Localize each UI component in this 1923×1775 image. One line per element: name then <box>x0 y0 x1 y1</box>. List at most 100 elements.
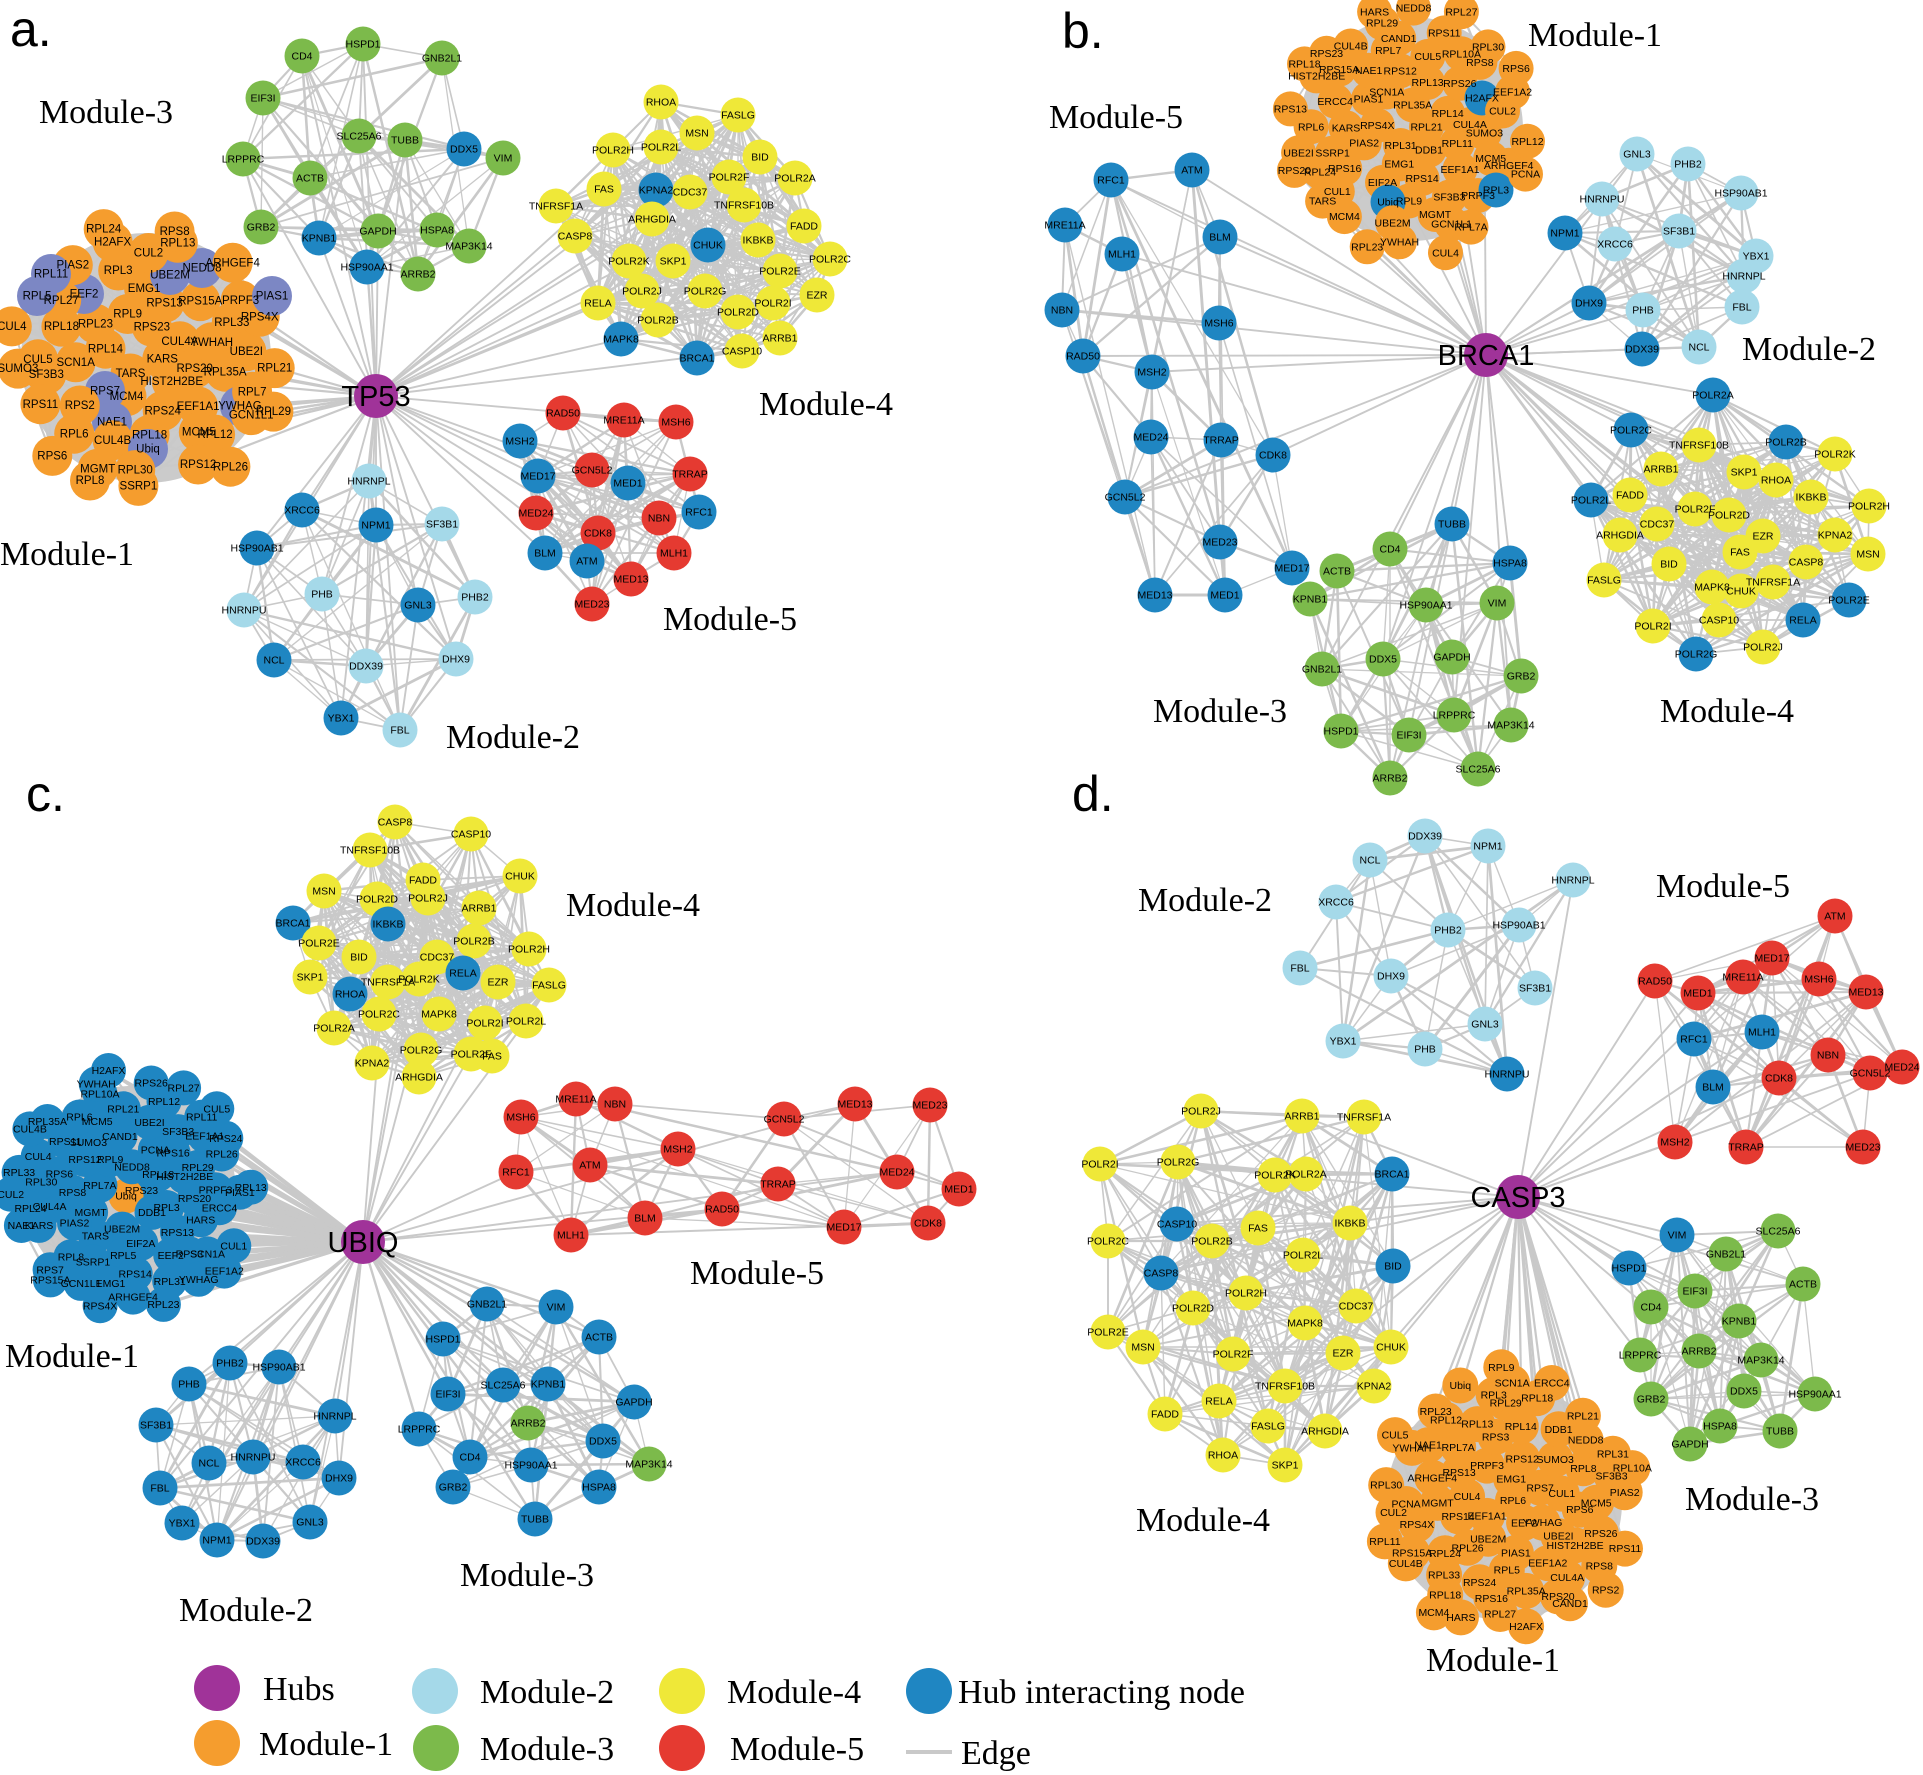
svg-text:RPS15A: RPS15A <box>178 296 222 308</box>
svg-text:CAND1: CAND1 <box>102 1131 138 1143</box>
svg-text:PHB: PHB <box>311 589 333 601</box>
svg-text:POLR2F: POLR2F <box>1675 504 1716 516</box>
svg-text:MSH2: MSH2 <box>1137 367 1166 379</box>
svg-text:FASLG: FASLG <box>721 110 755 122</box>
svg-text:RPS14: RPS14 <box>1441 1511 1474 1523</box>
svg-text:c.: c. <box>26 766 65 822</box>
svg-text:PRPF3: PRPF3 <box>1461 190 1495 202</box>
svg-text:RPL6: RPL6 <box>1500 1495 1526 1507</box>
svg-text:RPL27: RPL27 <box>1445 6 1477 18</box>
svg-text:MSN: MSN <box>312 886 335 898</box>
svg-text:GCN5L2: GCN5L2 <box>764 1114 805 1126</box>
svg-text:RPS16: RPS16 <box>156 1148 189 1160</box>
svg-text:HARS: HARS <box>186 1214 215 1226</box>
svg-text:MAPK8: MAPK8 <box>1287 1318 1323 1330</box>
svg-text:MSN: MSN <box>1856 549 1879 561</box>
svg-text:RPL7: RPL7 <box>238 386 267 398</box>
svg-text:RPS6: RPS6 <box>46 1169 74 1181</box>
svg-text:FBL: FBL <box>150 1483 169 1495</box>
svg-text:MAP3K14: MAP3K14 <box>1487 720 1534 732</box>
svg-text:RPL12: RPL12 <box>148 1096 180 1108</box>
svg-text:SKP1: SKP1 <box>297 972 324 984</box>
svg-text:TNFRSF1A: TNFRSF1A <box>1337 1112 1391 1124</box>
svg-text:RPL29: RPL29 <box>1490 1398 1522 1410</box>
svg-text:GCN5L2: GCN5L2 <box>1105 492 1146 504</box>
svg-text:HNRNPL: HNRNPL <box>1722 271 1765 283</box>
svg-text:CDK8: CDK8 <box>584 528 612 540</box>
svg-text:SUMO3: SUMO3 <box>1466 128 1504 140</box>
svg-text:POLR2C: POLR2C <box>1087 1236 1129 1248</box>
svg-text:DDX39: DDX39 <box>1625 344 1659 356</box>
svg-text:Module-5: Module-5 <box>730 1731 864 1768</box>
svg-text:RPL18: RPL18 <box>44 321 79 333</box>
svg-text:MRE11A: MRE11A <box>1044 220 1085 232</box>
svg-text:MSH2: MSH2 <box>663 1144 692 1156</box>
svg-text:POLR2D: POLR2D <box>1708 510 1750 522</box>
svg-text:H2AFX: H2AFX <box>1509 1621 1543 1633</box>
svg-text:FADD: FADD <box>1616 490 1644 502</box>
svg-text:TRRAP: TRRAP <box>760 1179 796 1191</box>
svg-text:RPL27: RPL27 <box>1484 1609 1516 1621</box>
svg-text:MED17: MED17 <box>1274 563 1309 575</box>
svg-text:RPL11: RPL11 <box>1442 138 1473 150</box>
svg-text:POLR2G: POLR2G <box>1675 649 1718 661</box>
svg-text:CUL5: CUL5 <box>203 1103 230 1115</box>
svg-text:POLR2E: POLR2E <box>1087 1327 1128 1339</box>
svg-text:HSPA8: HSPA8 <box>1493 558 1527 570</box>
svg-text:RPL7: RPL7 <box>1375 45 1401 57</box>
svg-text:ARRB2: ARRB2 <box>1681 1346 1716 1358</box>
svg-text:POLR2F: POLR2F <box>451 1049 492 1061</box>
svg-text:RPS20: RPS20 <box>178 1193 211 1205</box>
svg-text:RPS6: RPS6 <box>1566 1504 1594 1516</box>
svg-text:POLR2D: POLR2D <box>1172 1303 1214 1315</box>
svg-text:UBE2M: UBE2M <box>104 1224 140 1236</box>
svg-text:CASP10: CASP10 <box>722 346 762 358</box>
svg-text:RPS20: RPS20 <box>1541 1591 1574 1603</box>
svg-text:RAD50: RAD50 <box>546 408 580 420</box>
svg-text:HSPD1: HSPD1 <box>1323 726 1358 738</box>
svg-text:CDK8: CDK8 <box>1259 450 1287 462</box>
svg-text:HNRNPU: HNRNPU <box>222 605 267 617</box>
svg-text:Module-3: Module-3 <box>1153 693 1287 730</box>
svg-text:RPL18: RPL18 <box>132 429 167 441</box>
svg-text:HSPD1: HSPD1 <box>425 1334 460 1346</box>
svg-text:RPL8: RPL8 <box>58 1251 84 1263</box>
svg-text:RPL3: RPL3 <box>153 1202 179 1214</box>
svg-text:ERCC4: ERCC4 <box>202 1202 238 1214</box>
svg-text:RPS2: RPS2 <box>65 400 95 412</box>
svg-text:VIM: VIM <box>1668 1230 1687 1242</box>
svg-text:RPL14: RPL14 <box>88 343 124 355</box>
svg-text:NPM1: NPM1 <box>202 1535 231 1547</box>
svg-text:KARS: KARS <box>147 354 179 366</box>
svg-text:RPL13: RPL13 <box>160 237 195 249</box>
svg-text:RAD50: RAD50 <box>1638 976 1672 988</box>
svg-text:TNFRSF1A: TNFRSF1A <box>529 201 583 213</box>
svg-text:HIST2H2BE: HIST2H2BE <box>140 376 203 388</box>
svg-text:POLR2L: POLR2L <box>506 1016 546 1028</box>
svg-text:RPS3: RPS3 <box>176 1249 204 1261</box>
svg-text:GCN1L1: GCN1L1 <box>61 1278 102 1290</box>
svg-text:CAND1: CAND1 <box>1552 1598 1588 1610</box>
svg-text:RPL21: RPL21 <box>257 363 292 375</box>
svg-text:RPS7: RPS7 <box>1526 1482 1554 1494</box>
svg-text:NPM1: NPM1 <box>361 520 390 532</box>
svg-text:PIAS2: PIAS2 <box>1349 138 1379 150</box>
svg-text:POLR2I: POLR2I <box>1081 1159 1118 1171</box>
svg-text:DHX9: DHX9 <box>442 654 470 666</box>
svg-text:CHUK: CHUK <box>1376 1342 1406 1354</box>
svg-text:Ubiq: Ubiq <box>1449 1380 1471 1392</box>
svg-text:MED24: MED24 <box>518 508 553 520</box>
svg-text:XRCC6: XRCC6 <box>1597 239 1633 251</box>
svg-text:HIST2H2BE: HIST2H2BE <box>1288 71 1345 83</box>
svg-text:RFC1: RFC1 <box>1097 175 1125 187</box>
svg-text:KPNB1: KPNB1 <box>1722 1316 1757 1328</box>
svg-text:MCM5: MCM5 <box>1581 1497 1612 1509</box>
svg-text:ARRB1: ARRB1 <box>1643 464 1678 476</box>
svg-text:ARHGEF4: ARHGEF4 <box>206 257 261 269</box>
svg-text:YWHAH: YWHAH <box>190 337 233 349</box>
svg-text:POLR2J: POLR2J <box>1181 1106 1221 1118</box>
svg-text:POLR2G: POLR2G <box>400 1045 443 1057</box>
svg-text:ATM: ATM <box>1181 165 1202 177</box>
svg-text:CHUK: CHUK <box>1726 586 1756 598</box>
svg-text:MED1: MED1 <box>1210 590 1239 602</box>
